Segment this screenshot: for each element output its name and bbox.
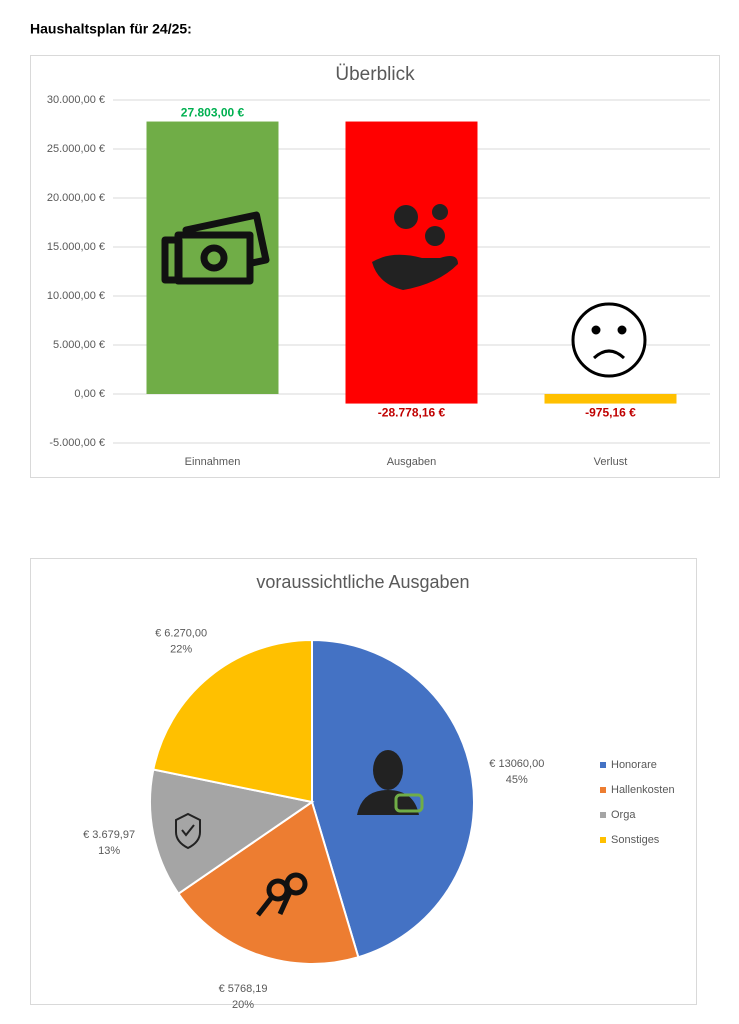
cash-icon	[161, 211, 270, 285]
x-tick-label: Verlust	[594, 456, 628, 468]
legend-label: Hallenkosten	[611, 784, 675, 796]
y-tick-label: 0,00 €	[74, 388, 105, 400]
legend-swatch	[600, 762, 606, 768]
legend-swatch	[600, 837, 606, 843]
value-label: -975,16 €	[585, 406, 636, 420]
legend-label: Orga	[611, 809, 636, 821]
value-label: -28.778,16 €	[378, 406, 446, 420]
person-icon	[357, 750, 424, 815]
chart-title: Überblick	[335, 64, 415, 85]
y-tick-label: 10.000,00 €	[47, 290, 105, 302]
y-tick-label: 20.000,00 €	[47, 192, 105, 204]
value-label: 27.803,00 €	[181, 106, 245, 120]
slice-value-label: € 13060,00	[489, 758, 544, 770]
keys-icon	[256, 872, 308, 917]
legend-label: Honorare	[611, 759, 657, 771]
pie-slice	[149, 768, 315, 896]
slice-percent-label: 20%	[232, 999, 254, 1011]
slice-percent-label: 22%	[170, 644, 192, 656]
slice-percent-label: 13%	[98, 845, 120, 857]
slice-percent-label: 45%	[506, 774, 528, 786]
slice-value-label: € 5768,19	[219, 983, 268, 995]
legend-swatch	[600, 812, 606, 818]
shield-icon	[175, 812, 201, 850]
slice-value-label: € 3.679,97	[83, 829, 135, 841]
hand-coins-icon	[372, 204, 458, 290]
sad-face-icon	[571, 302, 647, 378]
y-tick-label: -5.000,00 €	[49, 437, 105, 449]
slice-value-label: € 6.270,00	[155, 628, 207, 640]
chart-title: voraussichtliche Ausgaben	[256, 572, 469, 592]
y-tick-label: 5.000,00 €	[53, 339, 105, 351]
pie-slice	[177, 800, 360, 965]
icons	[161, 204, 647, 917]
x-tick-label: Einnahmen	[185, 456, 241, 468]
y-tick-label: 30.000,00 €	[47, 94, 105, 106]
y-tick-label: 15.000,00 €	[47, 241, 105, 253]
bar	[544, 394, 677, 404]
y-tick-label: 25.000,00 €	[47, 143, 105, 155]
legend-swatch	[600, 787, 606, 793]
pie-slice	[152, 638, 313, 804]
x-tick-label: Ausgaben	[387, 456, 437, 468]
heading: Haushaltsplan für 24/25:	[30, 21, 192, 37]
legend-label: Sonstiges	[611, 834, 660, 846]
